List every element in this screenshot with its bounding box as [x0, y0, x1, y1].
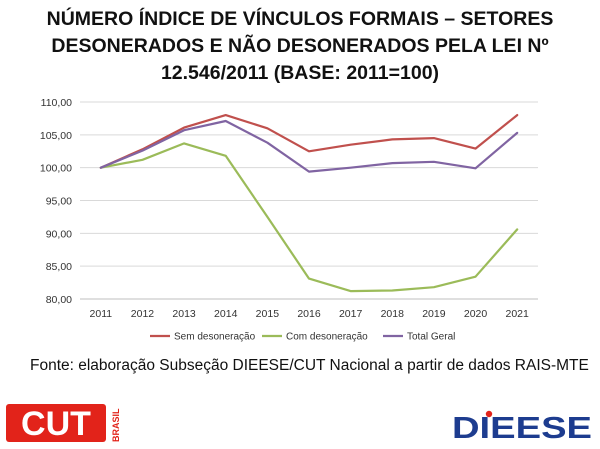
legend-label-1: Sem desoneração — [174, 332, 256, 343]
dieese-logo: DIEESE — [452, 410, 592, 442]
legend-label-3: Total Geral — [407, 332, 455, 343]
cut-brasil-logo: CUT BRASIL — [6, 404, 121, 443]
x-tick-label: 2020 — [464, 308, 488, 320]
cut-logo-background — [6, 404, 106, 442]
x-tick-label: 2021 — [506, 308, 530, 320]
chart-title: NÚMERO ÍNDICE DE VÍNCULOS FORMAIS – SETO… — [10, 6, 590, 87]
dieese-logo-text: DIEESE — [452, 410, 592, 442]
x-tick-label: 2013 — [172, 308, 196, 320]
series-line-1 — [99, 114, 519, 169]
series-line-3 — [99, 119, 519, 173]
x-tick-label: 2018 — [381, 308, 405, 320]
y-tick-label: 105,00 — [40, 130, 72, 142]
source-note: Fonte: elaboração Subseção DIEESE/CUT Na… — [30, 357, 589, 374]
dieese-logo-dot — [485, 410, 493, 418]
x-tick-label: 2019 — [422, 308, 446, 320]
y-tick-label: 95,00 — [46, 196, 72, 208]
cut-logo-text: CUT — [21, 405, 91, 443]
x-tick-label: 2014 — [214, 308, 238, 320]
series-line-2 — [99, 142, 519, 293]
title-line-3: 12.546/2011 (BASE: 2011=100) — [160, 62, 440, 84]
y-tick-label: 110,00 — [41, 97, 72, 109]
title-line-2: DESONERADOS E NÃO DESONERADOS PELA LEI N… — [51, 35, 549, 57]
x-tick-label: 2011 — [90, 308, 113, 320]
y-tick-label: 85,00 — [46, 261, 72, 273]
line-chart: 80,00 85,00 90,00 95,00 100,00 105,00 110,00 20… — [40, 97, 538, 343]
cut-logo-brasil: BRASIL — [111, 408, 121, 442]
x-tick-label: 2015 — [256, 308, 280, 320]
legend-label-2: Com desoneração — [286, 332, 368, 343]
x-tick-label: 2016 — [297, 308, 321, 320]
x-tick-label: 2017 — [339, 308, 363, 320]
x-tick-label: 2012 — [131, 308, 155, 320]
y-tick-label: 80,00 — [46, 294, 72, 306]
title-line-1: NÚMERO ÍNDICE DE VÍNCULOS FORMAIS – SETO… — [46, 8, 554, 30]
y-tick-label: 90,00 — [46, 228, 72, 240]
y-tick-label: 100,00 — [40, 163, 72, 175]
